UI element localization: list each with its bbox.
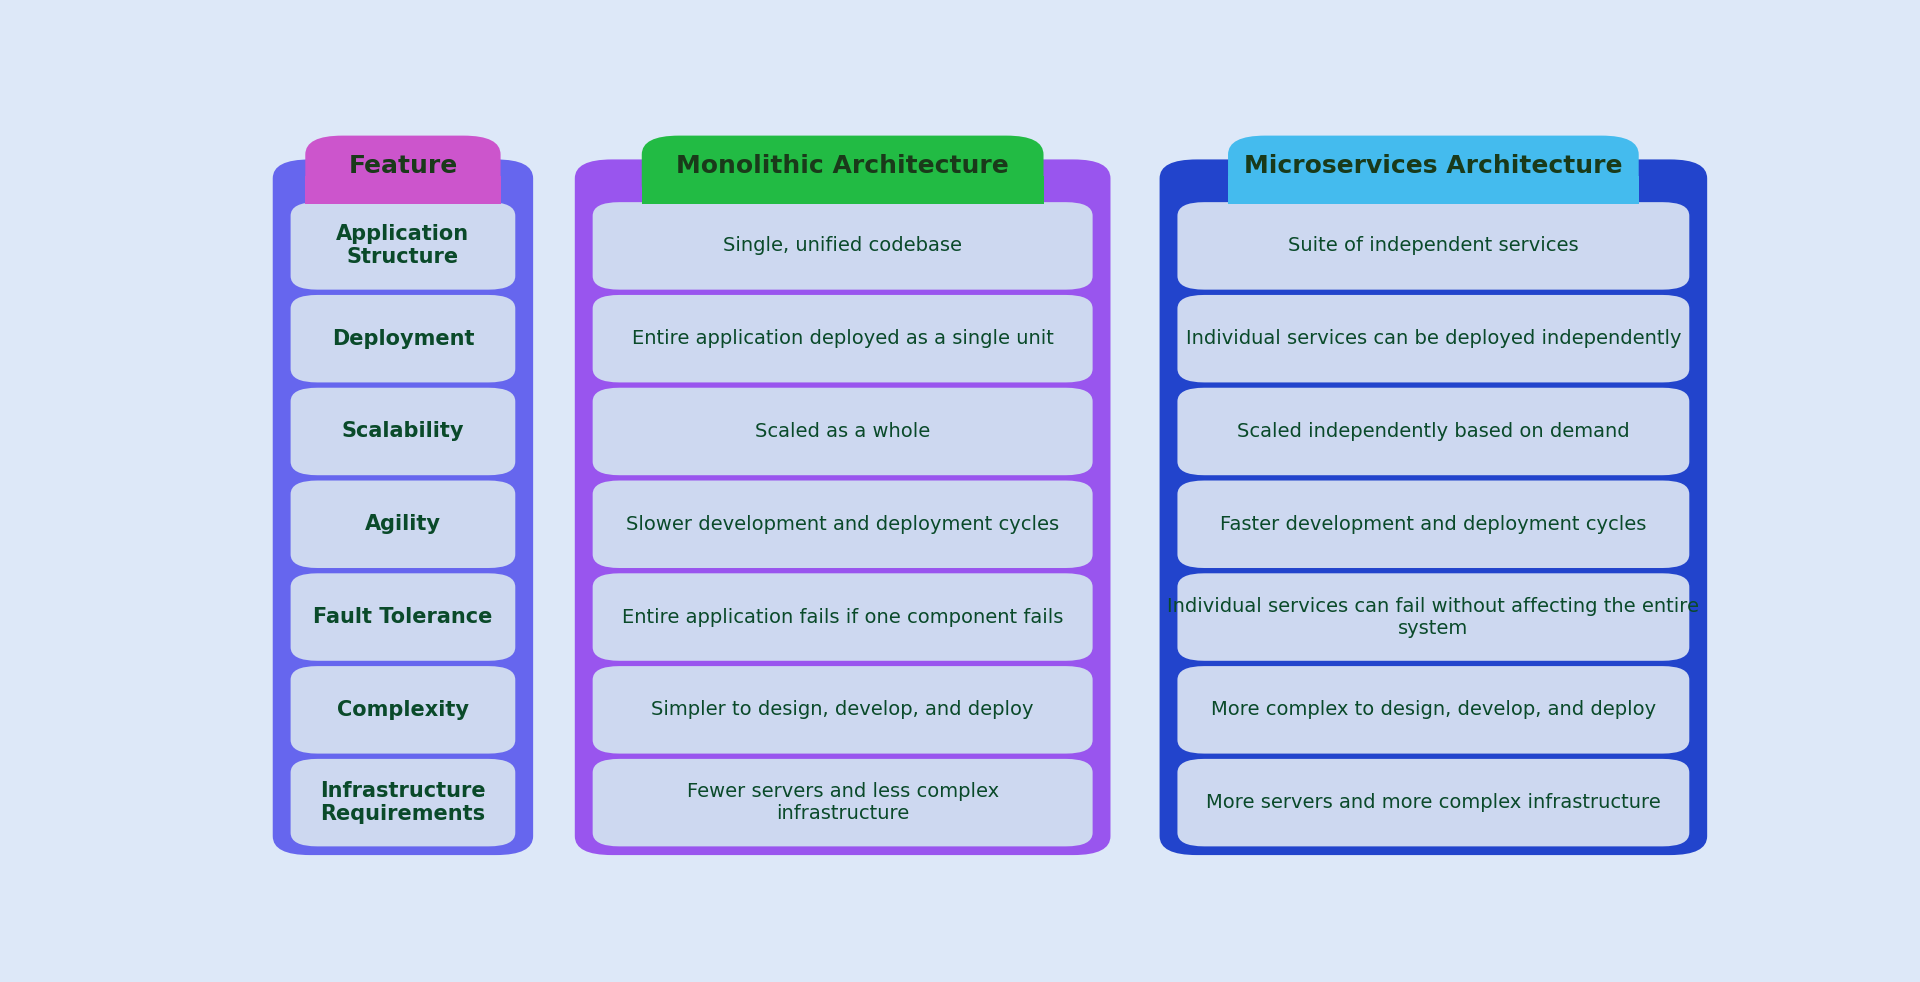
FancyBboxPatch shape (593, 388, 1092, 475)
Text: Feature: Feature (348, 154, 457, 178)
FancyBboxPatch shape (1229, 177, 1640, 203)
Text: Single, unified codebase: Single, unified codebase (724, 237, 962, 255)
Text: Slower development and deployment cycles: Slower development and deployment cycles (626, 515, 1060, 534)
FancyBboxPatch shape (1229, 136, 1640, 203)
FancyBboxPatch shape (593, 759, 1092, 846)
FancyBboxPatch shape (593, 480, 1092, 568)
FancyBboxPatch shape (273, 159, 534, 855)
FancyBboxPatch shape (1177, 480, 1690, 568)
FancyBboxPatch shape (593, 573, 1092, 661)
Text: Simpler to design, develop, and deploy: Simpler to design, develop, and deploy (651, 700, 1033, 720)
Text: Fewer servers and less complex
infrastructure: Fewer servers and less complex infrastru… (687, 782, 998, 823)
FancyBboxPatch shape (290, 759, 515, 846)
FancyBboxPatch shape (1160, 159, 1707, 855)
Text: Entire application deployed as a single unit: Entire application deployed as a single … (632, 329, 1054, 349)
Text: Scaled independently based on demand: Scaled independently based on demand (1236, 422, 1630, 441)
FancyBboxPatch shape (1177, 759, 1690, 846)
FancyBboxPatch shape (290, 202, 515, 290)
FancyBboxPatch shape (290, 480, 515, 568)
FancyBboxPatch shape (574, 159, 1110, 855)
Text: Deployment: Deployment (332, 329, 474, 349)
Text: Microservices Architecture: Microservices Architecture (1244, 154, 1622, 178)
Text: Complexity: Complexity (336, 700, 468, 720)
Text: Fault Tolerance: Fault Tolerance (313, 607, 493, 627)
FancyBboxPatch shape (290, 388, 515, 475)
FancyBboxPatch shape (305, 177, 501, 203)
FancyBboxPatch shape (593, 666, 1092, 753)
Text: Entire application fails if one component fails: Entire application fails if one componen… (622, 608, 1064, 627)
Text: Scalability: Scalability (342, 421, 465, 442)
Text: Faster development and deployment cycles: Faster development and deployment cycles (1221, 515, 1647, 534)
Text: Infrastructure
Requirements: Infrastructure Requirements (321, 781, 486, 824)
Text: Individual services can fail without affecting the entire
system: Individual services can fail without aff… (1167, 596, 1699, 637)
FancyBboxPatch shape (1177, 202, 1690, 290)
FancyBboxPatch shape (290, 666, 515, 753)
Text: Scaled as a whole: Scaled as a whole (755, 422, 931, 441)
Text: More servers and more complex infrastructure: More servers and more complex infrastruc… (1206, 793, 1661, 812)
FancyBboxPatch shape (1177, 666, 1690, 753)
Text: Application
Structure: Application Structure (336, 224, 470, 267)
Text: More complex to design, develop, and deploy: More complex to design, develop, and dep… (1212, 700, 1655, 720)
FancyBboxPatch shape (641, 177, 1044, 203)
Text: Individual services can be deployed independently: Individual services can be deployed inde… (1187, 329, 1682, 349)
FancyBboxPatch shape (290, 295, 515, 382)
Text: Agility: Agility (365, 515, 442, 534)
FancyBboxPatch shape (290, 573, 515, 661)
FancyBboxPatch shape (1177, 295, 1690, 382)
Text: Monolithic Architecture: Monolithic Architecture (676, 154, 1010, 178)
FancyBboxPatch shape (641, 136, 1044, 203)
FancyBboxPatch shape (593, 202, 1092, 290)
FancyBboxPatch shape (593, 295, 1092, 382)
Text: Suite of independent services: Suite of independent services (1288, 237, 1578, 255)
FancyBboxPatch shape (305, 136, 501, 203)
FancyBboxPatch shape (1177, 573, 1690, 661)
FancyBboxPatch shape (1177, 388, 1690, 475)
